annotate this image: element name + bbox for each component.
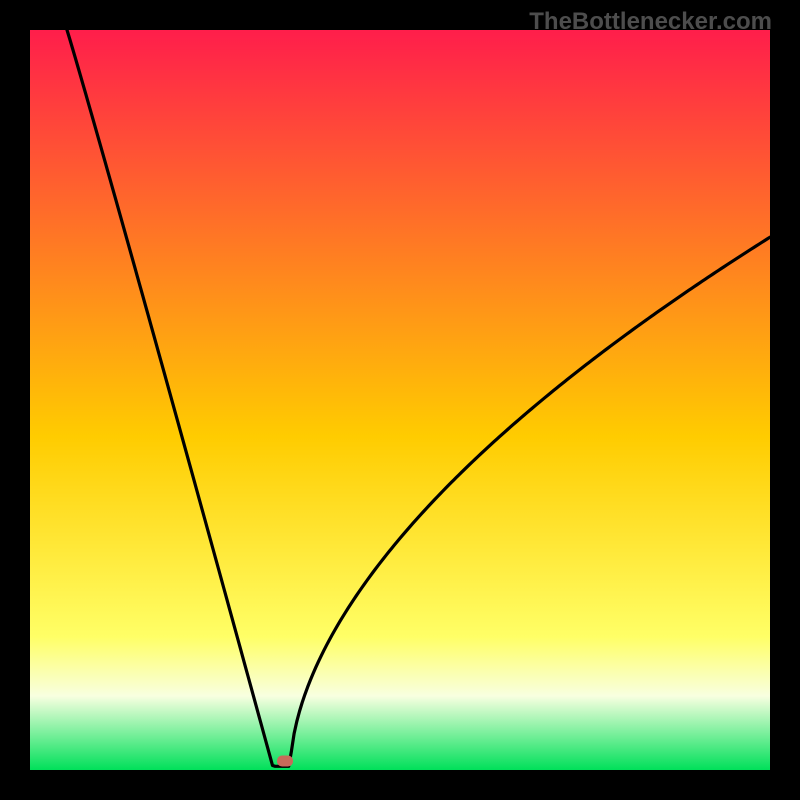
chart-frame: TheBottlenecker.com (0, 0, 800, 800)
bottleneck-curve (0, 0, 800, 800)
optimum-marker (277, 756, 293, 767)
